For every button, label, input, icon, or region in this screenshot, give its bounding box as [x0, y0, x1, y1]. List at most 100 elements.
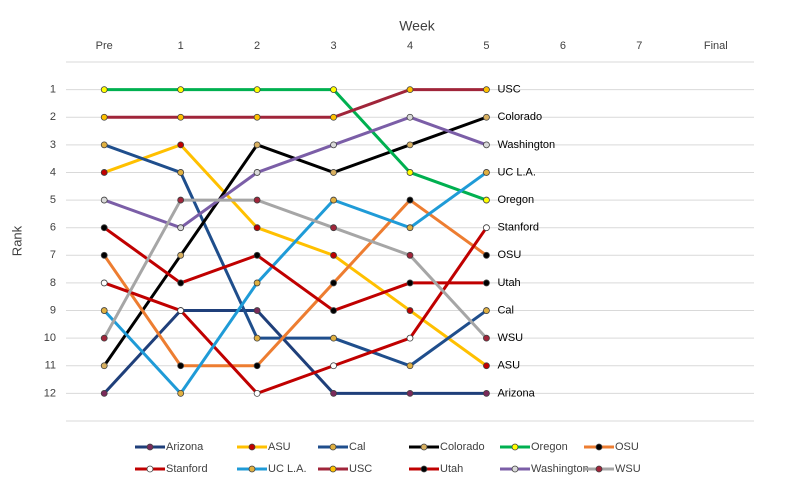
y-tick-label: 11: [45, 360, 56, 372]
legend-item: ASU: [237, 441, 291, 453]
point: [406, 279, 414, 287]
point: [330, 307, 337, 314]
point: [330, 141, 337, 149]
legend-marker: [511, 443, 519, 451]
legend-item: USC: [318, 463, 372, 475]
point: [483, 169, 490, 176]
x-tick-label: 1: [178, 40, 184, 52]
y-tick-label: 2: [50, 111, 56, 123]
legend-marker: [595, 443, 603, 451]
point: [483, 224, 490, 232]
end-label: Utah: [497, 277, 520, 289]
point: [483, 141, 490, 149]
point: [406, 113, 414, 121]
point: [253, 196, 261, 204]
end-label: UC L.A.: [497, 166, 536, 178]
x-tick-label: 6: [560, 40, 566, 52]
legend-label: Colorado: [440, 441, 485, 453]
point: [177, 113, 185, 121]
series-line: [102, 198, 488, 340]
point: [177, 279, 185, 287]
y-tick-label: 5: [50, 194, 56, 206]
legend-label: Oregon: [531, 441, 568, 453]
y-tick-label: 9: [50, 304, 56, 316]
point: [253, 169, 261, 176]
y-tick-label: 10: [44, 332, 56, 344]
series-line: [103, 143, 488, 368]
point: [330, 224, 337, 232]
point: [100, 141, 108, 149]
point: [177, 141, 185, 149]
legend-item: Oregon: [500, 441, 568, 453]
point: [483, 362, 490, 370]
legend-label: UC L.A.: [268, 463, 307, 475]
point: [330, 279, 337, 287]
series-line: [104, 88, 487, 119]
point: [406, 334, 414, 342]
series-line: [103, 226, 487, 313]
point: [253, 362, 261, 370]
point: [177, 307, 185, 314]
legend-label: Washington: [531, 463, 589, 475]
legend-marker: [420, 443, 428, 451]
point: [100, 251, 108, 259]
legend-item: Colorado: [409, 441, 485, 453]
point: [100, 224, 108, 232]
end-label: Oregon: [497, 194, 534, 206]
legend-label: OSU: [615, 441, 639, 453]
point: [483, 113, 490, 121]
point: [406, 389, 414, 397]
legend-marker: [595, 465, 603, 473]
point: [330, 113, 337, 121]
point: [406, 251, 414, 259]
point: [100, 334, 108, 342]
point: [406, 141, 414, 149]
point: [100, 362, 108, 370]
series-line: [103, 309, 487, 395]
point: [483, 86, 490, 94]
legend-item: WSU: [584, 463, 641, 475]
end-label: USC: [497, 84, 520, 96]
series-line: [102, 198, 488, 368]
point: [253, 251, 261, 259]
point: [253, 141, 261, 149]
legend-label: Arizona: [166, 441, 204, 453]
point: [483, 307, 490, 314]
point: [253, 86, 261, 94]
legend-item: Cal: [318, 441, 366, 453]
point: [406, 86, 414, 94]
point: [253, 279, 261, 287]
point: [253, 307, 261, 314]
end-label: Arizona: [497, 387, 535, 399]
point: [330, 389, 337, 397]
x-tick-label: 2: [254, 40, 260, 52]
point: [330, 86, 337, 94]
end-label: Stanford: [497, 222, 539, 234]
point: [177, 86, 185, 94]
point: [406, 169, 414, 176]
point: [253, 113, 261, 121]
legend-marker: [146, 465, 154, 473]
point: [177, 224, 185, 232]
series-line: [103, 171, 488, 396]
point: [100, 389, 108, 397]
y-tick-label: 7: [50, 249, 56, 261]
point: [330, 251, 337, 259]
point: [177, 362, 185, 370]
point: [406, 196, 414, 204]
point: [330, 362, 337, 370]
x-tick-label: Pre: [96, 40, 113, 52]
x-tick-label: 3: [330, 40, 336, 52]
series-line: [104, 88, 487, 202]
legend-item: UC L.A.: [237, 463, 307, 475]
end-label: ASU: [497, 360, 520, 372]
legend-label: USC: [349, 463, 372, 475]
legend-marker: [329, 465, 337, 473]
legend-item: Utah: [409, 463, 463, 475]
x-tick-label: Final: [704, 40, 728, 52]
point: [100, 113, 108, 121]
legend-marker: [248, 443, 256, 451]
x-axis-title: Week: [399, 18, 436, 34]
legend-marker: [420, 465, 428, 473]
